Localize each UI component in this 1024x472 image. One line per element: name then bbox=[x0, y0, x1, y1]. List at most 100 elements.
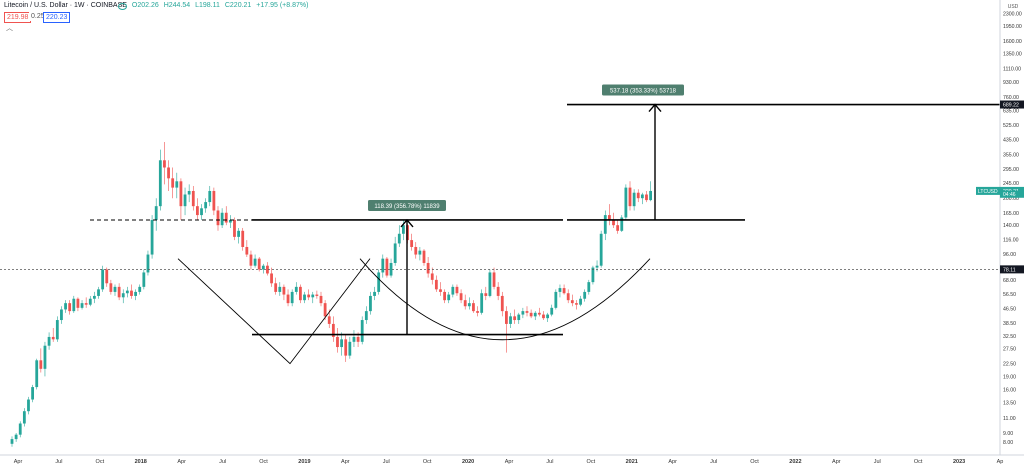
candle bbox=[348, 336, 352, 359]
candle-body bbox=[356, 336, 360, 342]
candle bbox=[558, 284, 562, 298]
eye-icon[interactable] bbox=[118, 3, 127, 10]
candle-body bbox=[179, 181, 183, 207]
candle bbox=[336, 328, 339, 353]
candle-body bbox=[97, 289, 100, 296]
candle bbox=[261, 263, 265, 274]
y-tick-label: 200.00 bbox=[1003, 196, 1019, 202]
candle bbox=[472, 300, 475, 313]
measure-label: 537.18 (353.33%) 53718 bbox=[610, 88, 677, 94]
y-tick-label: 525.00 bbox=[1003, 123, 1019, 129]
candle-body bbox=[121, 293, 125, 298]
candle bbox=[480, 289, 484, 315]
candle-body bbox=[125, 290, 129, 294]
y-tick-label: 38.50 bbox=[1003, 321, 1016, 327]
y-tick-label: 2300.00 bbox=[1003, 11, 1022, 17]
candle-body bbox=[27, 399, 30, 412]
candle-body bbox=[10, 439, 14, 444]
candle-body bbox=[274, 283, 278, 292]
sell-price-button[interactable]: 219.98 bbox=[4, 12, 32, 23]
y-tick-label: 56.50 bbox=[1003, 292, 1016, 298]
candle-body bbox=[546, 314, 549, 319]
candle bbox=[389, 258, 393, 278]
candle-body bbox=[311, 294, 315, 298]
candle-body bbox=[80, 303, 84, 308]
candle bbox=[422, 249, 426, 266]
candle bbox=[410, 233, 414, 251]
buy-price-button[interactable]: 220.23 bbox=[43, 12, 71, 23]
candle-body bbox=[393, 243, 397, 263]
candle-body bbox=[632, 192, 636, 207]
candle bbox=[187, 184, 191, 203]
candle-body bbox=[430, 273, 434, 280]
x-tick-label: 2019 bbox=[298, 459, 310, 465]
candle-body bbox=[134, 291, 137, 296]
candle bbox=[278, 282, 282, 296]
candle-body bbox=[257, 258, 261, 270]
candle bbox=[340, 332, 343, 356]
x-tick-label: Oct bbox=[423, 459, 432, 465]
measure-arrow-head bbox=[400, 218, 414, 228]
candle bbox=[542, 311, 545, 321]
candle bbox=[125, 286, 129, 298]
candle-body bbox=[315, 294, 319, 296]
candle-body bbox=[154, 206, 158, 220]
candle-body bbox=[146, 254, 150, 273]
candle bbox=[55, 316, 59, 342]
candle bbox=[645, 190, 648, 203]
candle-body bbox=[492, 272, 496, 287]
x-tick-label: Jul bbox=[710, 459, 717, 465]
candle bbox=[47, 332, 51, 350]
candle-body bbox=[187, 190, 191, 195]
candle-body bbox=[397, 233, 401, 244]
candle bbox=[212, 187, 216, 216]
candle bbox=[22, 408, 26, 427]
candle-body bbox=[575, 303, 578, 305]
candle bbox=[344, 334, 348, 362]
candle bbox=[570, 294, 574, 307]
candle bbox=[299, 284, 302, 304]
candle-body bbox=[76, 298, 80, 308]
candle-body bbox=[220, 212, 224, 226]
candle bbox=[496, 282, 500, 301]
x-tick-label: Apr bbox=[177, 459, 186, 465]
candle-body bbox=[566, 293, 570, 301]
candle bbox=[397, 225, 401, 247]
candles bbox=[10, 142, 652, 447]
candle-body bbox=[245, 246, 249, 255]
candle bbox=[64, 300, 67, 313]
candle bbox=[467, 297, 471, 310]
candle-body bbox=[414, 246, 418, 255]
candle bbox=[500, 291, 504, 317]
candle-body bbox=[266, 265, 269, 274]
candle-body bbox=[579, 298, 582, 305]
candle-body bbox=[55, 320, 59, 340]
candle-body bbox=[480, 293, 484, 313]
x-tick-label: Oct bbox=[587, 459, 596, 465]
candle-body bbox=[558, 288, 562, 292]
candle bbox=[591, 265, 595, 285]
candle-body bbox=[434, 279, 438, 290]
candle bbox=[315, 290, 319, 299]
candle-body bbox=[22, 411, 26, 424]
candle-body bbox=[18, 423, 22, 435]
candle-body bbox=[484, 293, 488, 296]
collapse-chevron-icon[interactable]: ︿ bbox=[6, 25, 13, 32]
symbol-title[interactable]: Litecoin / U.S. Dollar · 1W · COINBASE bbox=[4, 2, 127, 9]
candle-body bbox=[51, 336, 55, 340]
candle-body bbox=[167, 167, 170, 179]
candle bbox=[521, 307, 525, 319]
candle-body bbox=[138, 286, 142, 292]
candle bbox=[257, 256, 261, 272]
candle bbox=[575, 300, 578, 310]
candle-body bbox=[39, 360, 43, 369]
price-marker-label: 689.22 bbox=[1003, 103, 1019, 109]
candle bbox=[649, 181, 652, 202]
candle-body bbox=[496, 286, 500, 296]
measure-label: 118.39 (356.78%) 11839 bbox=[374, 204, 440, 210]
candle bbox=[14, 432, 18, 442]
candle-body bbox=[14, 434, 18, 440]
candle bbox=[455, 284, 459, 296]
